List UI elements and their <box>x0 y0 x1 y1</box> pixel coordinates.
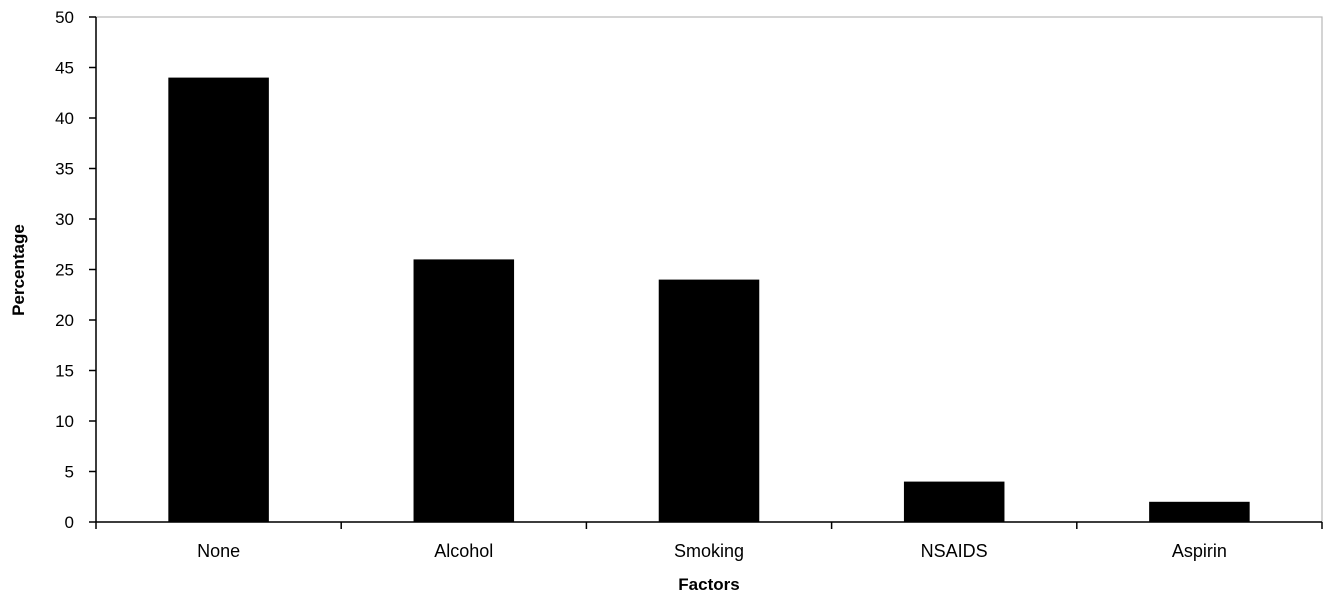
x-axis-ticks: None Alcohol Smoking NSAIDS Aspirin <box>95 522 1323 561</box>
x-tick-label: NSAIDS <box>921 541 988 561</box>
y-tick-label: 15 <box>55 362 74 381</box>
y-tick-label: 0 <box>65 513 74 532</box>
y-tick-label: 35 <box>55 160 74 179</box>
x-axis-title: Factors <box>678 575 739 594</box>
y-axis-ticks: 0 5 10 15 20 25 30 35 40 45 50 <box>55 8 96 532</box>
x-tick-label: Aspirin <box>1172 541 1227 561</box>
y-tick-label: 50 <box>55 8 74 27</box>
x-tick-label: Alcohol <box>434 541 493 561</box>
bar-aspirin <box>1149 501 1250 522</box>
y-tick-label: 40 <box>55 109 74 128</box>
x-tick-label: None <box>197 541 240 561</box>
bars-group <box>168 77 1250 522</box>
y-tick-label: 45 <box>55 59 74 78</box>
y-axis-title: Percentage <box>9 224 28 316</box>
bar-alcohol <box>413 259 515 522</box>
y-tick-label: 20 <box>55 311 74 330</box>
bar-none <box>168 77 269 522</box>
y-tick-label: 10 <box>55 412 74 431</box>
y-tick-label: 25 <box>55 261 74 280</box>
bar-nsaids <box>903 481 1005 522</box>
x-tick-label: Smoking <box>674 541 744 561</box>
bar-smoking <box>658 279 760 522</box>
y-tick-label: 30 <box>55 210 74 229</box>
y-tick-label: 5 <box>65 463 74 482</box>
